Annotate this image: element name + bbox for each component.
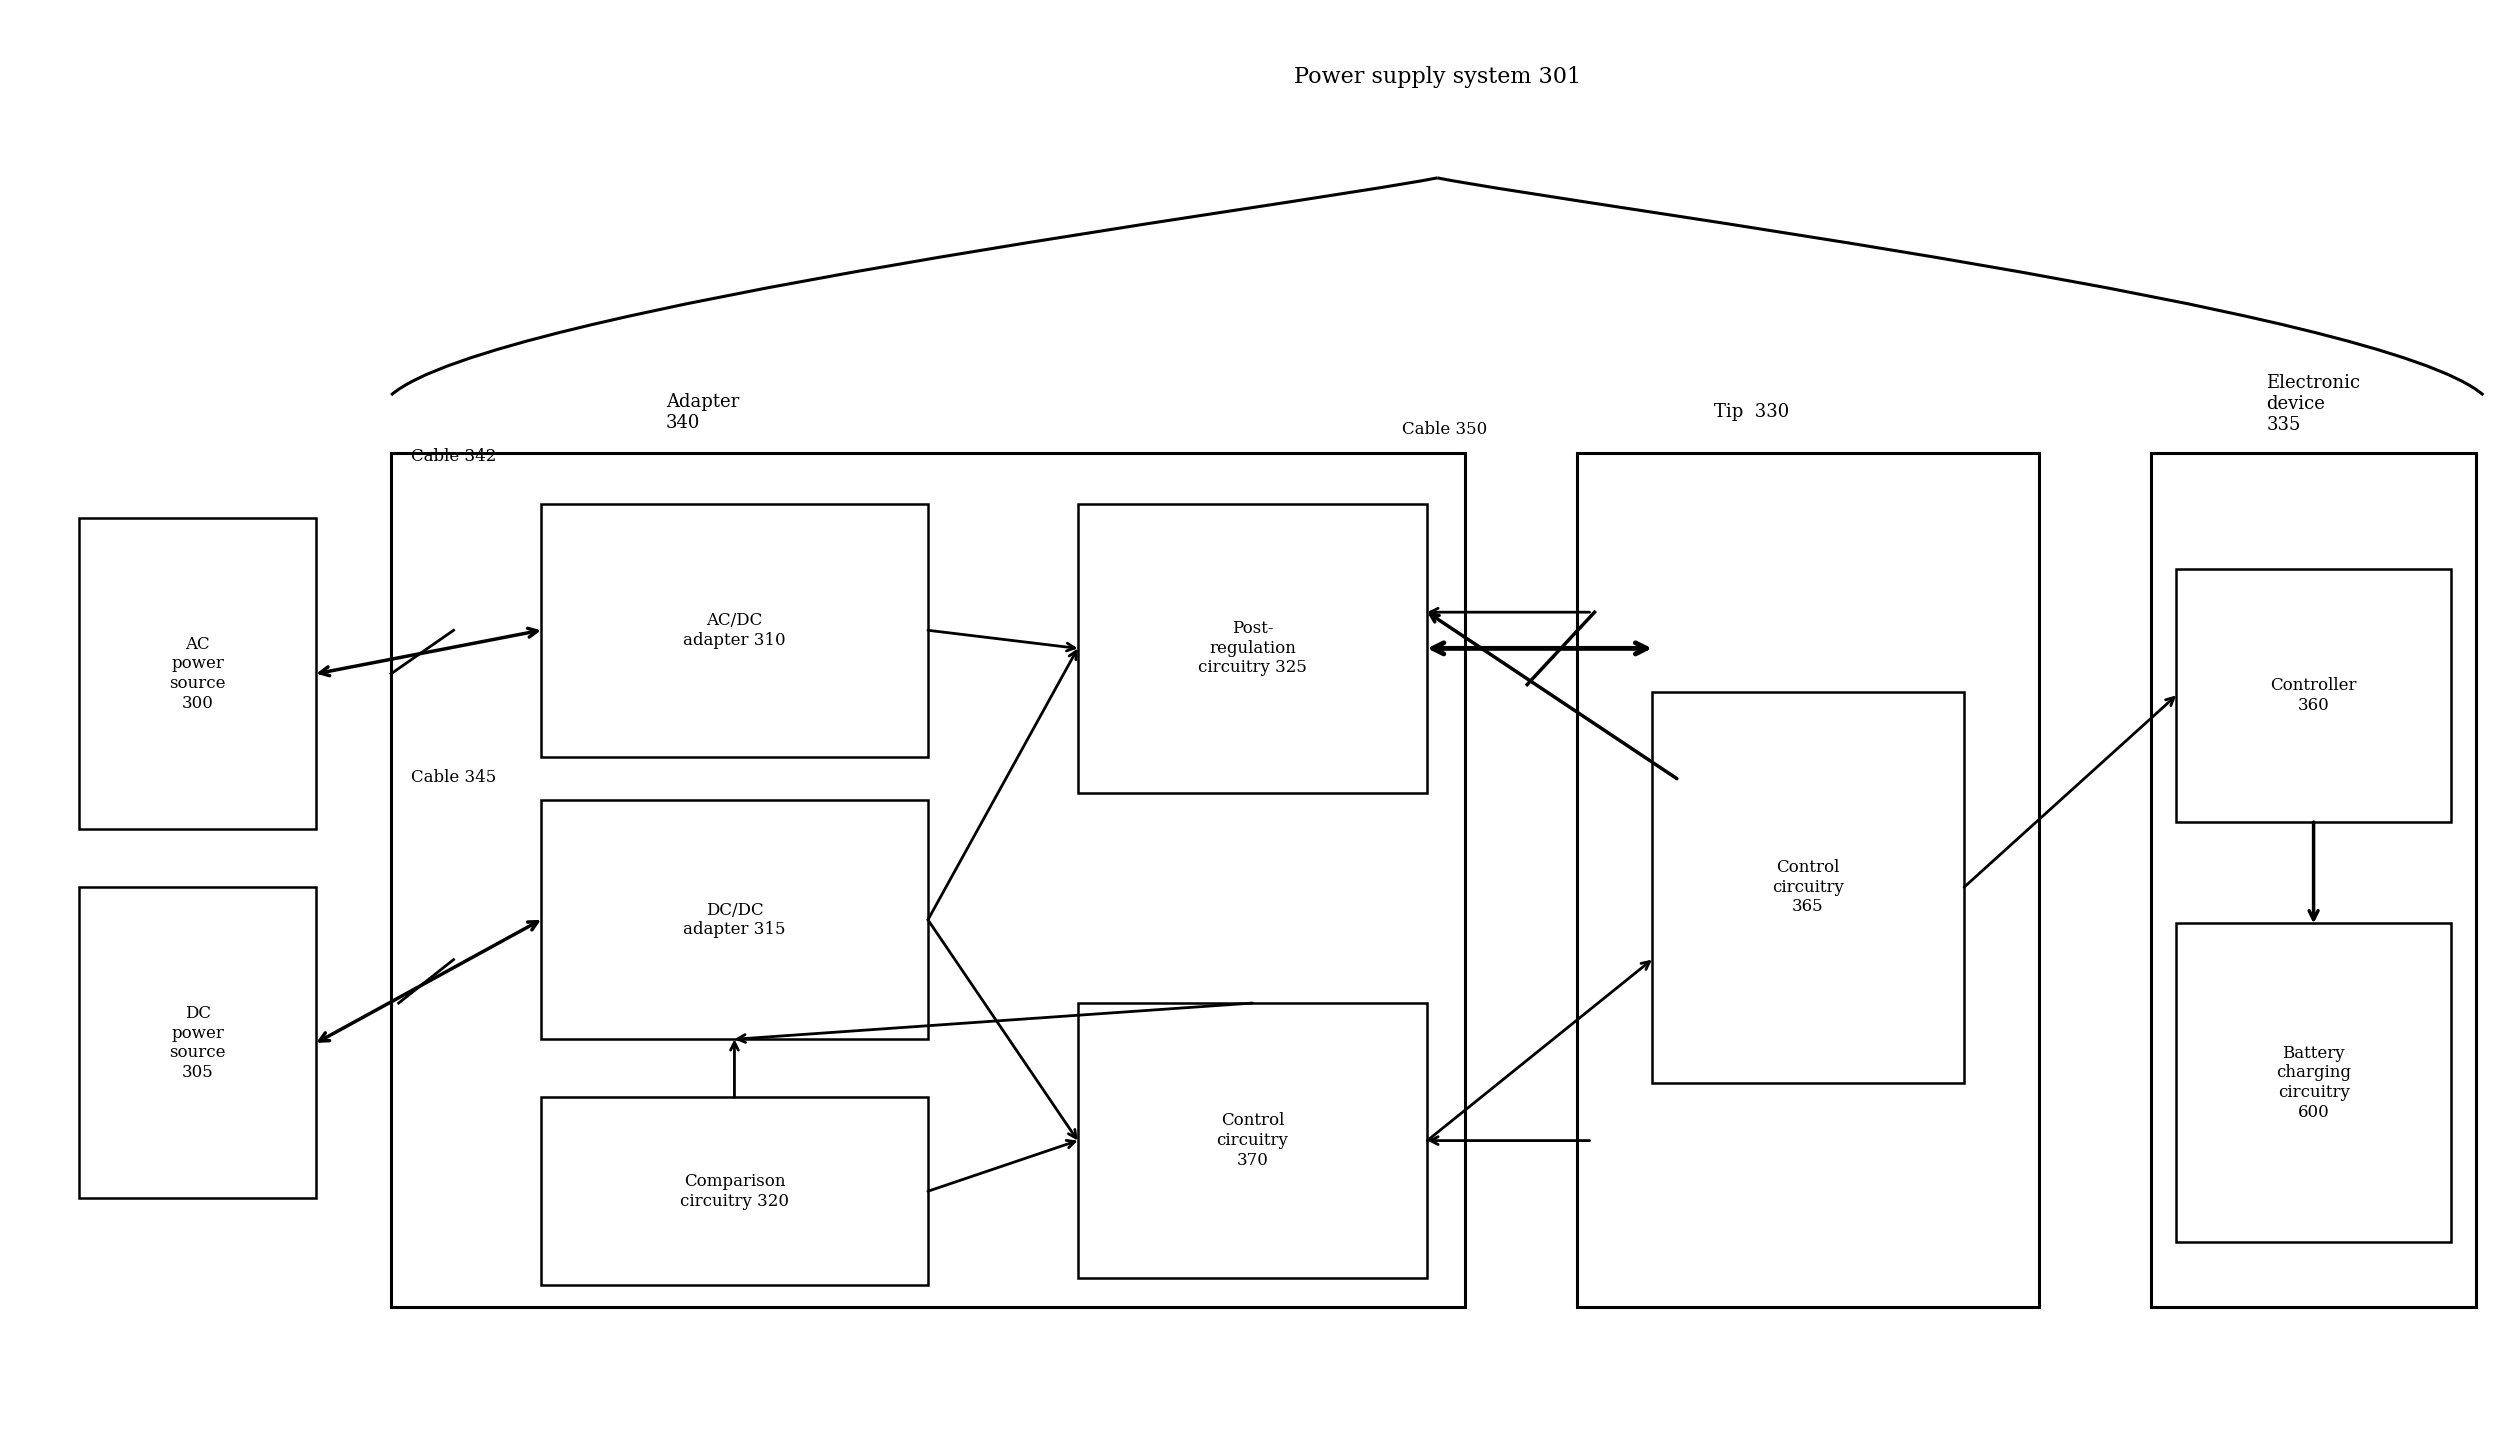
Text: Cable 345: Cable 345 (411, 769, 496, 786)
Text: Cable 342: Cable 342 (411, 447, 496, 464)
Text: Adapter
340: Adapter 340 (666, 393, 739, 432)
FancyBboxPatch shape (1077, 504, 1428, 794)
FancyBboxPatch shape (1077, 1003, 1428, 1278)
Text: DC/DC
adapter 315: DC/DC adapter 315 (684, 901, 787, 938)
Text: Power supply system 301: Power supply system 301 (1293, 66, 1581, 87)
Text: Controller
360: Controller 360 (2270, 677, 2357, 713)
Text: Electronic
device
335: Electronic device 335 (2267, 374, 2360, 434)
FancyBboxPatch shape (1651, 692, 1964, 1083)
FancyBboxPatch shape (2177, 923, 2450, 1242)
FancyBboxPatch shape (2177, 569, 2450, 823)
Text: Comparison
circuitry 320: Comparison circuitry 320 (679, 1174, 789, 1210)
FancyBboxPatch shape (541, 801, 927, 1040)
FancyBboxPatch shape (80, 518, 316, 830)
FancyBboxPatch shape (2152, 453, 2475, 1307)
Text: AC/DC
adapter 310: AC/DC adapter 310 (684, 612, 787, 648)
Text: Cable 350: Cable 350 (1403, 421, 1488, 438)
FancyBboxPatch shape (391, 453, 1465, 1307)
Text: DC
power
source
305: DC power source 305 (170, 1005, 225, 1080)
FancyBboxPatch shape (541, 504, 927, 757)
FancyBboxPatch shape (541, 1098, 927, 1286)
Text: Battery
charging
circuitry
600: Battery charging circuitry 600 (2277, 1045, 2352, 1121)
Text: Tip  330: Tip 330 (1713, 403, 1789, 421)
FancyBboxPatch shape (1578, 453, 2039, 1307)
Text: Post-
regulation
circuitry 325: Post- regulation circuitry 325 (1197, 620, 1308, 677)
Text: AC
power
source
300: AC power source 300 (170, 636, 225, 712)
FancyBboxPatch shape (80, 887, 316, 1198)
Text: Control
circuitry
370: Control circuitry 370 (1217, 1112, 1288, 1169)
Text: Control
circuitry
365: Control circuitry 365 (1771, 859, 1844, 916)
